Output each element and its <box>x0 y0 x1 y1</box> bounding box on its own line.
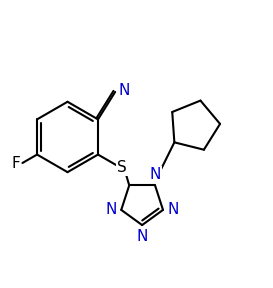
Text: N: N <box>150 167 161 182</box>
Text: N: N <box>106 202 117 217</box>
Text: N: N <box>167 202 179 217</box>
Text: N: N <box>118 83 130 98</box>
Text: N: N <box>136 229 148 244</box>
Text: F: F <box>11 156 20 170</box>
Text: S: S <box>117 160 127 175</box>
